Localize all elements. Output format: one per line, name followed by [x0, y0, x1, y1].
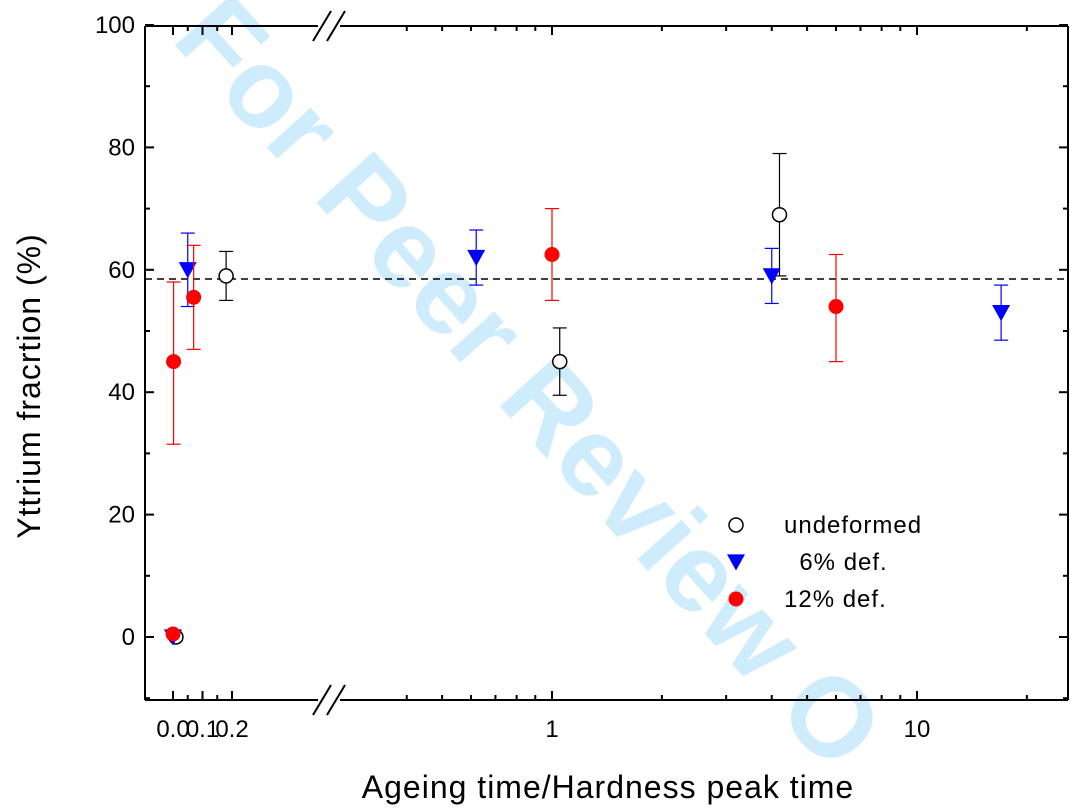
y-tick-label: 100: [95, 12, 135, 39]
bottom-axis-break-slash: [312, 684, 332, 716]
x-tick-label: 10: [904, 716, 931, 743]
y-tick-label: 60: [108, 257, 135, 284]
legend-label: 12% def.: [784, 586, 887, 613]
legend-marker: [728, 591, 744, 607]
x-axis-title: Ageing time/Hardness peak time: [362, 769, 854, 805]
y-axis: 0 20 40 60 80 100: [95, 12, 1068, 700]
legend-label: 6% def.: [784, 549, 888, 576]
bottom-axis-break-slash: [326, 684, 346, 716]
x-tick-label: 0.2: [215, 716, 248, 743]
x-tick-label: 1: [545, 716, 558, 743]
watermark: For Peer Review O: [152, 0, 907, 792]
data-point: [544, 247, 560, 262]
data-point: [762, 268, 781, 285]
data-point: [218, 268, 234, 284]
data-point: [467, 249, 486, 267]
series-12-def: [165, 208, 844, 642]
x-tick-label: 0.1: [186, 716, 219, 743]
x-tick-label: 0.0: [156, 716, 189, 743]
legend-item-12-def: 12% def.: [728, 586, 887, 613]
legend-marker: [728, 517, 744, 533]
legend-item-6-def: 6% def.: [727, 549, 888, 576]
watermark-text: For Peer Review O: [152, 0, 907, 792]
top-axis-break-slash: [326, 10, 346, 42]
data-point: [828, 299, 844, 315]
y-tick-label: 40: [108, 379, 135, 406]
data-point: [771, 206, 788, 223]
y-tick-label: 20: [108, 502, 135, 529]
legend-item-undeformed: undeformed: [728, 512, 922, 539]
data-point: [551, 353, 568, 370]
data-point: [992, 304, 1011, 322]
y-tick-label: 0: [122, 624, 135, 651]
plot-frame: [144, 10, 1069, 716]
legend-label: undeformed: [784, 512, 922, 539]
data-series: [164, 152, 1011, 646]
y-tick-label: 80: [108, 134, 135, 161]
legend-marker: [727, 554, 745, 571]
data-point: [178, 262, 197, 279]
data-point: [186, 289, 202, 305]
data-point: [165, 626, 181, 642]
top-axis-break-slash: [312, 10, 332, 42]
legend: undeformed 6% def. 12% def.: [727, 512, 922, 613]
x-axis: 0.00.10.2 1 10: [156, 26, 1028, 743]
y-axis-title: Yttrium fracrtion (%): [11, 233, 47, 538]
data-point: [166, 354, 182, 370]
